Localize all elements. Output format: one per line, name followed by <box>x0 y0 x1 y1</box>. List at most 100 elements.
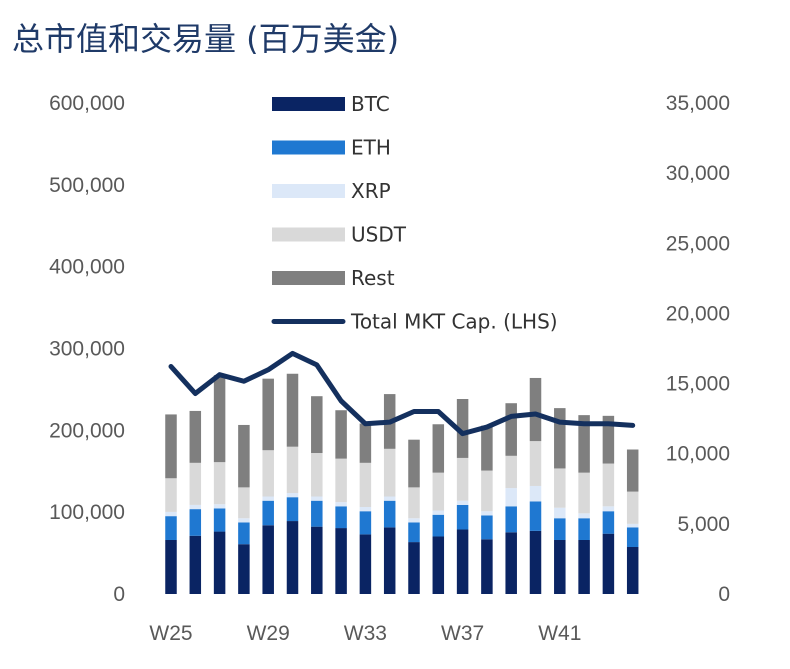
bar-rest-w37 <box>456 399 469 458</box>
bar-xrp-w32 <box>335 502 347 507</box>
bar-xrp-w35 <box>408 518 420 523</box>
bar-rest-w44 <box>626 449 639 492</box>
bar-rest-w32 <box>335 410 347 459</box>
legend-swatch-usdt <box>272 227 345 242</box>
bar-rest-w29 <box>262 378 274 451</box>
y-right-tick-label: 15,000 <box>666 373 730 396</box>
bar-usdt-w34 <box>383 448 396 497</box>
bar-eth-w31 <box>311 500 323 527</box>
bar-eth-w39 <box>505 506 517 533</box>
bar-eth-w33 <box>359 511 372 535</box>
bar-btc-w43 <box>602 533 615 594</box>
bar-btc-w39 <box>505 532 517 594</box>
bar-btc-w25 <box>165 539 177 594</box>
y-left-tick-label: 400,000 <box>49 256 125 279</box>
bar-xrp-w40 <box>529 485 542 502</box>
bar-usdt-w35 <box>408 487 420 519</box>
bar-eth-w32 <box>335 506 347 529</box>
bar-usdt-w26 <box>189 462 202 505</box>
bar-rest-w36 <box>432 424 445 473</box>
bar-xrp-w44 <box>626 523 639 528</box>
bar-usdt-w27 <box>213 462 226 505</box>
bar-eth-w29 <box>262 500 274 526</box>
bar-rest-w31 <box>311 396 323 454</box>
bar-eth-w27 <box>213 508 226 532</box>
chart-title: 总市值和交易量 (百万美金) <box>12 20 400 58</box>
bar-rest-w27 <box>213 375 226 463</box>
bar-eth-w42 <box>578 518 590 540</box>
bar-xrp-w38 <box>481 511 493 516</box>
legend-label: Total MKT Cap. (LHS) <box>350 310 558 334</box>
legend-label: BTC <box>351 92 390 116</box>
bar-btc-w28 <box>238 544 250 594</box>
bar-xrp-w28 <box>238 518 250 523</box>
bar-btc-w40 <box>529 530 542 594</box>
bar-btc-w41 <box>554 539 566 594</box>
bar-rest-w28 <box>238 424 250 488</box>
bar-usdt-w39 <box>505 455 517 489</box>
bar-xrp-w33 <box>359 507 372 512</box>
bar-eth-w30 <box>286 497 299 522</box>
bar-xrp-w29 <box>262 496 274 501</box>
bar-rest-w41 <box>554 408 566 469</box>
bar-rest-w42 <box>578 415 590 473</box>
bar-usdt-w31 <box>311 453 323 497</box>
bar-usdt-w37 <box>456 457 469 501</box>
bar-btc-w33 <box>359 534 372 594</box>
legend-label: ETH <box>351 136 391 160</box>
bar-xrp-w39 <box>505 488 517 507</box>
x-tick-label: W25 <box>149 622 192 645</box>
y-right-tick-label: 10,000 <box>666 443 730 466</box>
bar-eth-w43 <box>602 511 615 534</box>
x-tick-label: W29 <box>247 622 290 645</box>
bar-eth-w40 <box>529 501 542 531</box>
bar-rest-w30 <box>286 373 299 447</box>
y-right-tick-label: 0 <box>718 583 730 606</box>
bar-btc-w44 <box>626 547 639 594</box>
y-left-tick-label: 100,000 <box>49 501 125 524</box>
bar-eth-w37 <box>456 504 469 530</box>
bar-eth-w26 <box>189 509 202 536</box>
y-right-tick-label: 35,000 <box>666 92 730 115</box>
legend-label: Rest <box>351 266 395 290</box>
x-tick-label: W37 <box>441 622 484 645</box>
bar-usdt-w41 <box>554 468 566 508</box>
bar-btc-w26 <box>189 535 202 594</box>
bar-usdt-w43 <box>602 463 615 507</box>
bar-rest-w39 <box>505 403 517 456</box>
bar-xrp-w30 <box>286 492 299 498</box>
bar-btc-w34 <box>383 527 396 594</box>
y-left-tick-label: 600,000 <box>49 92 125 115</box>
bar-rest-w25 <box>165 414 177 479</box>
bar-btc-w27 <box>213 531 226 594</box>
bar-rest-w26 <box>189 410 202 463</box>
bar-usdt-w29 <box>262 450 274 497</box>
bar-xrp-w36 <box>432 510 445 515</box>
y-left-tick-label: 0 <box>113 583 125 606</box>
bar-usdt-w36 <box>432 472 445 511</box>
total-mkt-cap-line <box>168 350 636 437</box>
bar-btc-w31 <box>311 526 323 594</box>
bar-usdt-w38 <box>481 470 493 512</box>
legend-swatch-rest <box>272 271 345 285</box>
bar-rest-w40 <box>529 377 542 442</box>
bar-btc-w37 <box>456 529 469 594</box>
bar-btc-w29 <box>262 525 274 594</box>
bar-btc-w35 <box>408 542 420 594</box>
legend-swatch-btc <box>272 97 345 111</box>
bar-eth-w34 <box>383 500 396 528</box>
bar-eth-w28 <box>238 522 250 545</box>
legend-swatch-eth <box>272 140 345 155</box>
bar-eth-w41 <box>554 518 566 540</box>
bar-usdt-w33 <box>359 462 372 508</box>
bar-btc-w30 <box>286 521 299 594</box>
bar-rest-w35 <box>408 439 420 488</box>
bar-xrp-w43 <box>602 506 615 512</box>
bar-xrp-w42 <box>578 513 590 519</box>
y-right-tick-label: 5,000 <box>677 513 730 536</box>
bar-usdt-w25 <box>165 478 177 512</box>
bar-rest-w38 <box>481 425 493 471</box>
bar-btc-w32 <box>335 528 347 594</box>
bar-eth-w36 <box>432 514 445 537</box>
bar-usdt-w30 <box>286 446 299 493</box>
